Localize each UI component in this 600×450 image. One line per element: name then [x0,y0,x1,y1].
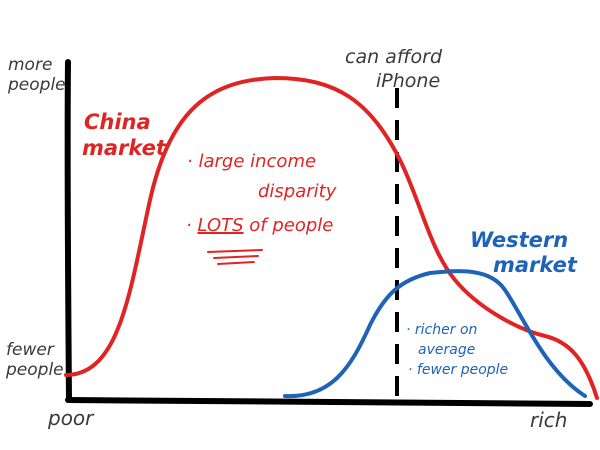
y-axis-top-label: more people [8,55,66,95]
china-note-2-rest: of people [249,215,334,236]
western-note-1-line2: average [418,342,476,358]
china-note-1-text: large income [198,151,317,172]
bullet-dot: · [187,151,193,172]
bullet-dot: · [186,215,192,236]
china-note-2: · LOTS of people [186,217,333,235]
western-note-2-text: fewer people [416,362,509,378]
western-note-2: · fewer people [408,363,508,377]
x-axis-right-label: rich [530,408,568,432]
china-note-2-lots: LOTS [197,215,244,236]
western-note-1-line1: · richer on [406,323,477,337]
threshold-label-line1: can afford [345,46,443,68]
china-note-1-line2: disparity [258,181,337,202]
western-market-title-line1: Western [470,228,569,252]
y-axis [64,59,72,403]
china-market-title-line1: China [84,110,151,134]
bullet-dot: · [408,362,413,378]
threshold-label-line2: iPhone [376,70,441,92]
western-market-curve [283,269,587,399]
western-market-title-line2: market [493,253,577,277]
western-note-1-text: richer on [414,322,478,338]
lots-emphasis-lines [207,249,263,265]
bullet-dot: · [406,322,411,338]
china-note-1-line1: · large income [187,153,316,171]
china-market-title-line2: market [82,136,166,160]
x-axis-left-label: poor [48,406,94,430]
x-axis [65,397,593,407]
y-axis-bottom-label: fewer people [6,340,64,380]
